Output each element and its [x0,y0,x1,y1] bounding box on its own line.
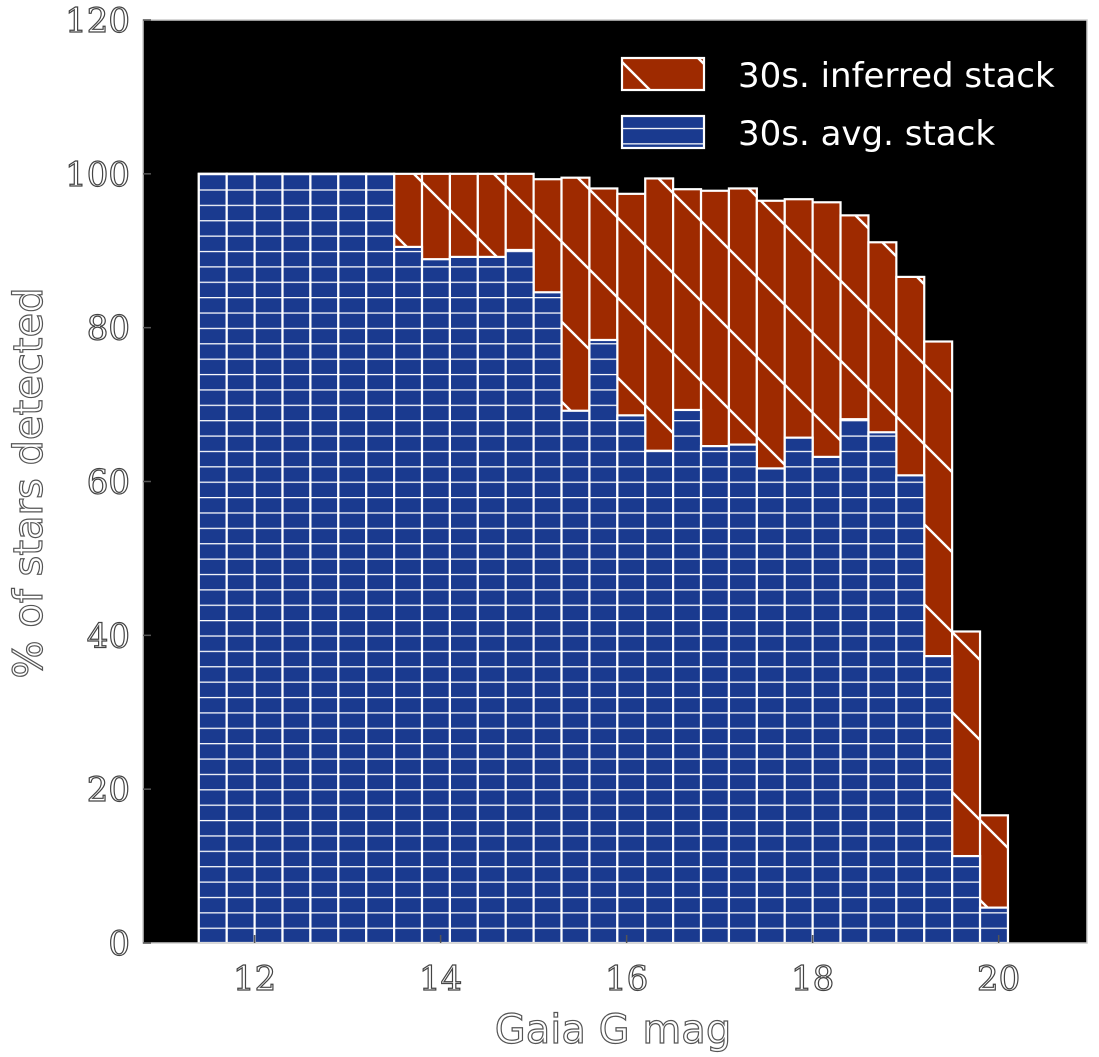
avg-stack-bar-1 [225,172,256,945]
avg-stack-bar-10 [476,255,507,945]
avg-stack-bar-15 [616,414,647,945]
legend-swatch-avg [620,114,706,150]
avg-stack-bar-17 [672,408,703,945]
avg-stack-bar-18 [699,445,731,945]
avg-stack-bar-19 [727,443,758,945]
avg-stack-bar-4 [309,172,340,945]
avg-stack-bar-9 [448,255,479,945]
avg-stack-bar-0 [197,172,228,945]
avg-stack-bar-24 [867,431,898,945]
avg-stack-bar-2 [253,172,284,945]
avg-stack-bar-28 [978,906,1010,945]
avg-stack-bar-16 [644,449,675,945]
y-tick-label-20: 20 [87,770,130,810]
avg-stack-bars [197,172,1010,945]
y-tick-label-40: 40 [87,616,130,656]
y-tick-label-100: 100 [65,155,130,195]
axis-ticks: 12 14 16 18 20 0 20 40 60 80 100 120 [64,0,1020,999]
x-axis-label: Gaia G mag [495,1007,731,1053]
avg-stack-bar-23 [839,418,870,945]
x-tick-label-12: 12 [233,959,276,999]
x-tick-label-14: 14 [419,959,462,999]
avg-stack-bar-13 [560,409,591,945]
x-tick-label-16: 16 [605,959,648,999]
y-tick-label-60: 60 [87,463,130,503]
avg-stack-bar-25 [895,474,926,945]
avg-stack-bar-21 [783,436,814,945]
avg-stack-bar-22 [811,455,842,945]
legend: 30s. inferred stack 30s. avg. stack [620,56,1055,154]
y-tick-label-80: 80 [87,309,130,349]
avg-stack-bar-26 [923,655,954,945]
avg-stack-bar-8 [420,258,452,945]
y-tick-label-0: 0 [108,924,130,964]
avg-stack-bar-20 [755,467,786,945]
avg-stack-bar-6 [365,172,396,945]
legend-label-inferred: 30s. inferred stack [738,56,1055,96]
avg-stack-bar-3 [281,172,312,945]
avg-stack-bar-11 [504,248,535,945]
legend-swatch-inferred [620,56,706,92]
avg-stack-bar-14 [588,338,619,945]
y-tick-label-120: 120 [65,1,130,41]
y-axis-label: % of stars detected [6,288,52,679]
x-tick-label-18: 18 [791,959,834,999]
avg-stack-bar-5 [337,172,368,945]
x-tick-label-20: 20 [977,959,1020,999]
avg-stack-bar-27 [951,854,982,945]
avg-stack-bar-7 [393,245,424,945]
avg-stack-bar-12 [532,291,563,945]
legend-label-avg: 30s. avg. stack [738,114,995,154]
